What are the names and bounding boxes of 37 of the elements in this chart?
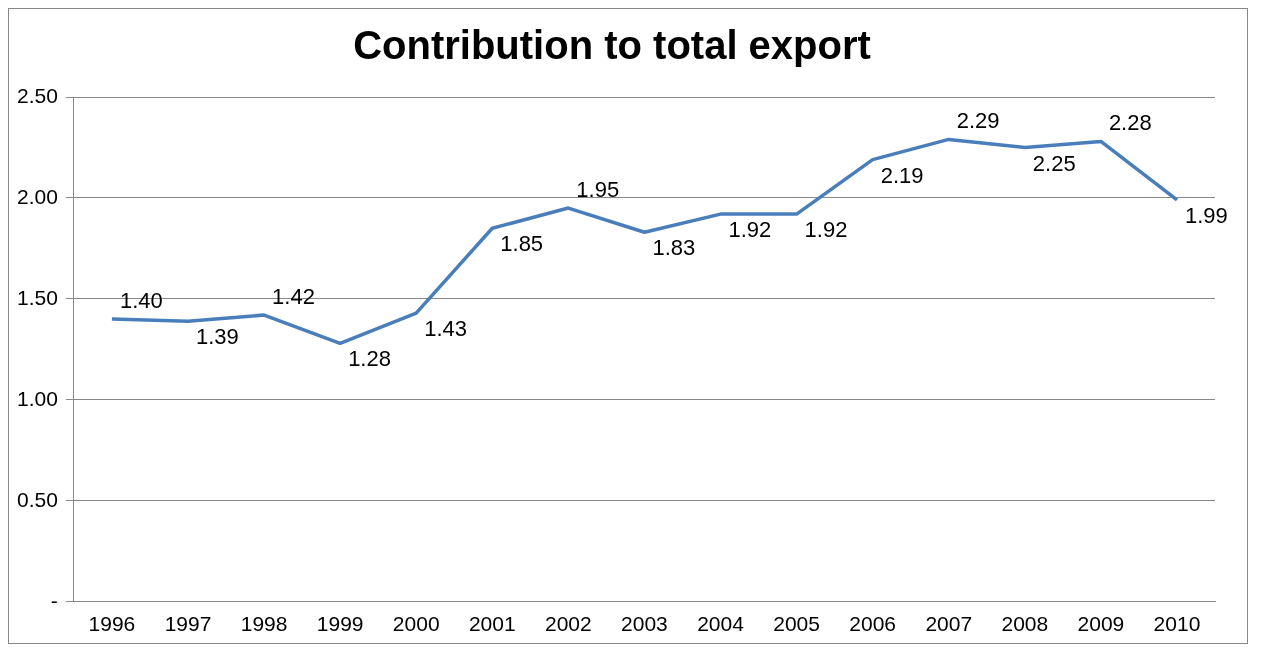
x-tick-label: 2002 bbox=[545, 612, 592, 636]
x-tick-label: 1997 bbox=[164, 612, 212, 636]
x-tick-label: 1998 bbox=[240, 612, 288, 636]
x-tick-label: 2008 bbox=[1001, 612, 1049, 636]
data-label: 2.29 bbox=[956, 108, 1000, 134]
x-tick-label: 2004 bbox=[697, 612, 745, 636]
x-tick-label: 2001 bbox=[468, 612, 516, 636]
data-label: 1.92 bbox=[728, 217, 772, 243]
x-tick-label: 2000 bbox=[392, 612, 440, 636]
x-tick-label: 2009 bbox=[1077, 612, 1125, 636]
data-label: 1.40 bbox=[119, 288, 163, 314]
chart-title: Contribution to total export bbox=[353, 23, 871, 68]
y-tick-label: 1.50 bbox=[17, 285, 58, 309]
data-label: 1.28 bbox=[348, 346, 391, 372]
data-label: 2.19 bbox=[880, 162, 924, 188]
y-tick-label: 2.50 bbox=[17, 83, 58, 107]
x-tick-label: 1996 bbox=[88, 612, 136, 636]
data-label: 2.25 bbox=[1032, 150, 1076, 176]
data-label: 1.39 bbox=[195, 324, 239, 350]
x-tick-label: 2006 bbox=[849, 612, 897, 636]
data-label: 1.43 bbox=[424, 316, 468, 342]
y-tick-label: 1.00 bbox=[17, 386, 58, 410]
data-label: 1.85 bbox=[500, 231, 544, 257]
data-label: 2.28 bbox=[1108, 110, 1152, 136]
y-tick-label: 2.00 bbox=[17, 184, 58, 208]
x-tick-label: 2007 bbox=[925, 612, 973, 636]
data-label: 1.92 bbox=[804, 217, 848, 243]
data-label: 1.83 bbox=[652, 235, 696, 261]
data-label: 1.95 bbox=[576, 177, 620, 203]
x-tick-label: 1999 bbox=[316, 612, 364, 636]
x-tick-label: 2005 bbox=[773, 612, 820, 636]
x-tick-label: 2010 bbox=[1153, 612, 1201, 636]
x-tick-label: 2003 bbox=[621, 612, 668, 636]
data-label: 1.42 bbox=[272, 284, 315, 310]
y-tick-label: - bbox=[50, 588, 58, 612]
y-tick-label: 0.50 bbox=[17, 487, 58, 511]
data-label: 1.99 bbox=[1184, 203, 1228, 229]
